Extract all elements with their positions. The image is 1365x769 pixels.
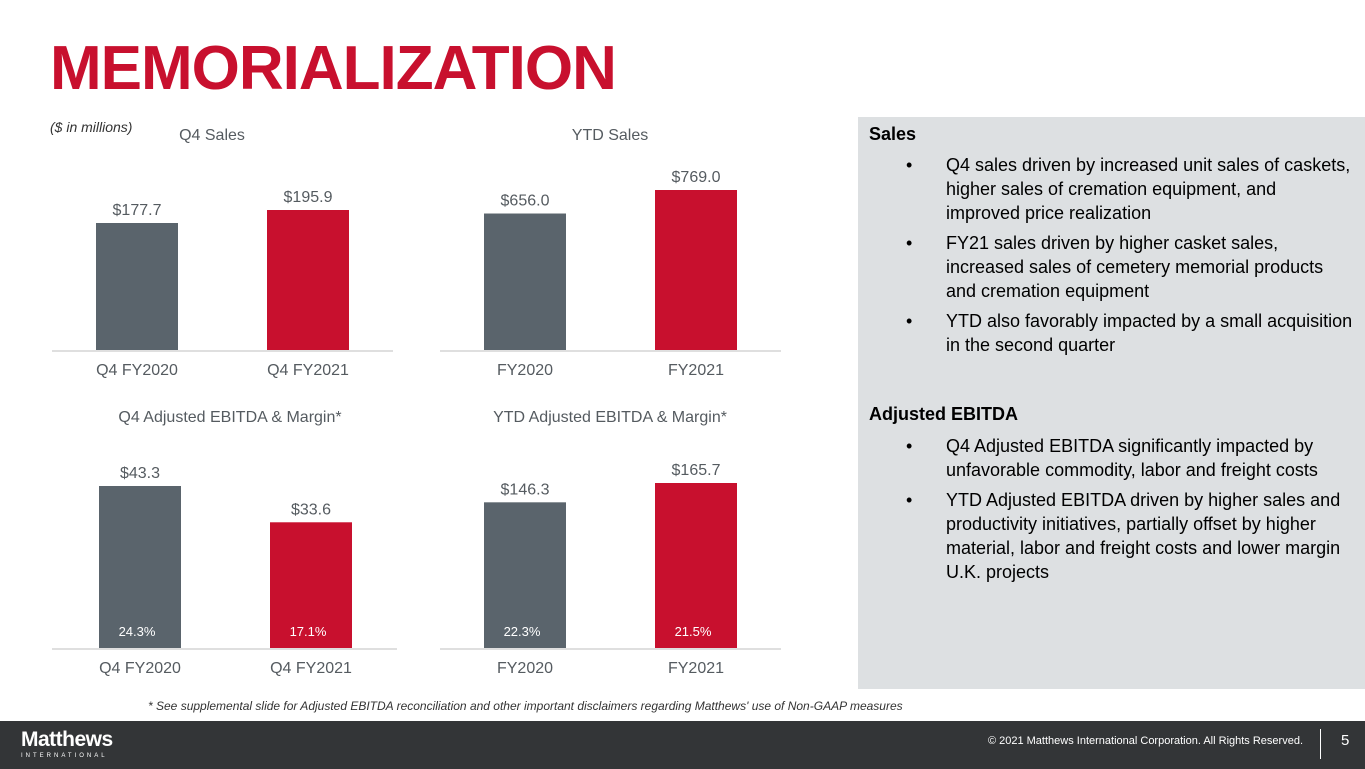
list-item: • YTD Adjusted EBITDA driven by higher sa… xyxy=(906,490,1341,582)
footer-bar: Matthews INTERNATIONAL © 2021 Matthews I… xyxy=(0,721,1365,769)
bar-q4-fy2021 xyxy=(270,522,352,648)
category-label: FY2021 xyxy=(668,362,724,379)
matthews-logo: Matthews INTERNATIONAL xyxy=(21,729,113,759)
margin-label: 17.1% xyxy=(290,624,327,639)
page-title: MEMORIALIZATION xyxy=(50,34,617,103)
bar-q4-fy2020 xyxy=(96,223,178,350)
commentary-panel: Sales • Q4 sales driven by increased unit… xyxy=(858,117,1365,689)
category-label: FY2021 xyxy=(668,660,724,677)
bar-q4-fy2021 xyxy=(267,210,349,350)
value-label: $43.3 xyxy=(120,465,160,482)
bullet-glyph: • xyxy=(906,436,913,456)
margin-label: 21.5% xyxy=(675,624,712,639)
category-label: Q4 FY2020 xyxy=(96,362,178,379)
logo-subtitle: INTERNATIONAL xyxy=(21,753,108,759)
footer-divider xyxy=(1320,729,1321,759)
value-label: $195.9 xyxy=(284,189,333,206)
list-item: • Q4 Adjusted EBITDA significantly impact… xyxy=(906,436,1318,480)
bar-fy2021 xyxy=(655,190,737,350)
chart-title: YTD Sales xyxy=(572,127,648,144)
logo-name: Matthews xyxy=(21,728,113,751)
q4-ebitda-chart: Q4 Adjusted EBITDA & Margin* $43.3 Q4 FY2… xyxy=(52,400,397,677)
chart-title: Q4 Sales xyxy=(179,127,245,144)
value-label: $656.0 xyxy=(501,193,550,210)
value-label: $165.7 xyxy=(672,462,721,479)
margin-label: 22.3% xyxy=(504,624,541,639)
list-item: • Q4 sales driven by increased unit sales… xyxy=(906,155,1351,223)
ytd-ebitda-chart: YTD Adjusted EBITDA & Margin* $146.3 FY20… xyxy=(440,400,785,677)
category-label: Q4 FY2021 xyxy=(270,660,352,677)
margin-label: 24.3% xyxy=(119,624,156,639)
footnote: * See supplemental slide for Adjusted EB… xyxy=(148,699,903,713)
list-item: • FY21 sales driven by higher casket sale… xyxy=(906,233,1324,301)
sales-bullets: • Q4 sales driven by increased unit sales… xyxy=(858,153,1353,363)
value-label: $177.7 xyxy=(113,202,162,219)
q4-sales-chart: Q4 Sales $177.7 Q4 FY2020 $195.9 Q4 FY2021 xyxy=(52,118,397,388)
list-item: • YTD also favorably impacted by a small … xyxy=(906,311,1353,355)
units-note: ($ in millions) xyxy=(50,119,133,135)
sales-heading: Sales xyxy=(869,124,917,144)
category-label: FY2020 xyxy=(497,660,553,677)
category-label: Q4 FY2020 xyxy=(99,660,181,677)
ytd-sales-chart: YTD Sales $656.0 FY2020 $769.0 FY2021 xyxy=(440,118,785,388)
ebitda-heading: Adjusted EBITDA xyxy=(869,404,1019,424)
bar-fy2021 xyxy=(655,483,737,648)
bar-fy2020 xyxy=(484,213,566,350)
category-label: FY2020 xyxy=(497,362,553,379)
ebitda-bullets: • Q4 Adjusted EBITDA significantly impact… xyxy=(858,434,1353,590)
bullet-glyph: • xyxy=(906,233,913,253)
bullet-glyph: • xyxy=(906,490,913,510)
bar-fy2020 xyxy=(484,502,566,648)
bullet-glyph: • xyxy=(906,311,913,331)
value-label: $769.0 xyxy=(672,169,721,186)
value-label: $146.3 xyxy=(501,481,550,498)
page-number: 5 xyxy=(1341,732,1350,749)
bullet-glyph: • xyxy=(906,155,913,175)
chart-title: Q4 Adjusted EBITDA & Margin* xyxy=(118,409,341,426)
copyright-text: © 2021 Matthews International Corporatio… xyxy=(987,735,1303,747)
chart-title: YTD Adjusted EBITDA & Margin* xyxy=(493,409,727,426)
value-label: $33.6 xyxy=(291,501,331,518)
category-label: Q4 FY2021 xyxy=(267,362,349,379)
bar-q4-fy2020 xyxy=(99,486,181,648)
